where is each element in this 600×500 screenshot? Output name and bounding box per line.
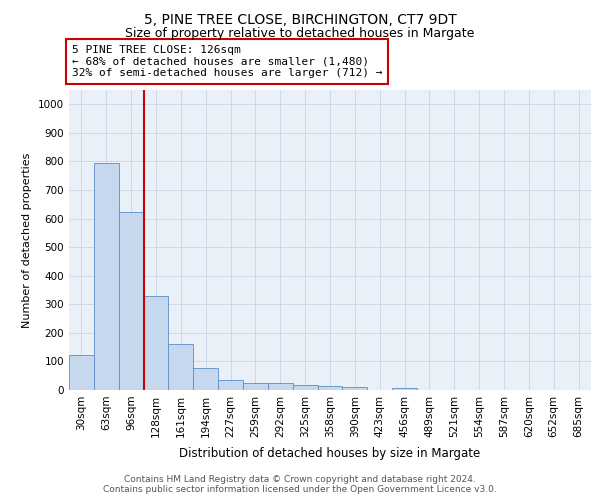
Text: 5 PINE TREE CLOSE: 126sqm
← 68% of detached houses are smaller (1,480)
32% of se: 5 PINE TREE CLOSE: 126sqm ← 68% of detac…: [71, 45, 382, 78]
Bar: [119, 212, 143, 390]
Text: 5, PINE TREE CLOSE, BIRCHINGTON, CT7 9DT: 5, PINE TREE CLOSE, BIRCHINGTON, CT7 9DT: [143, 12, 457, 26]
Text: Contains HM Land Registry data © Crown copyright and database right 2024.
Contai: Contains HM Land Registry data © Crown c…: [103, 474, 497, 494]
Text: Distribution of detached houses by size in Margate: Distribution of detached houses by size …: [179, 448, 481, 460]
Text: Size of property relative to detached houses in Margate: Size of property relative to detached ho…: [125, 28, 475, 40]
Bar: [392, 388, 417, 390]
Bar: [243, 382, 268, 390]
Bar: [268, 383, 293, 390]
Bar: [169, 344, 193, 390]
Bar: [218, 380, 243, 390]
Bar: [317, 386, 343, 390]
Bar: [293, 385, 317, 390]
Bar: [143, 296, 169, 390]
Y-axis label: Number of detached properties: Number of detached properties: [22, 152, 32, 328]
Bar: [343, 388, 367, 390]
Bar: [94, 163, 119, 390]
Bar: [69, 355, 94, 390]
Bar: [193, 368, 218, 390]
